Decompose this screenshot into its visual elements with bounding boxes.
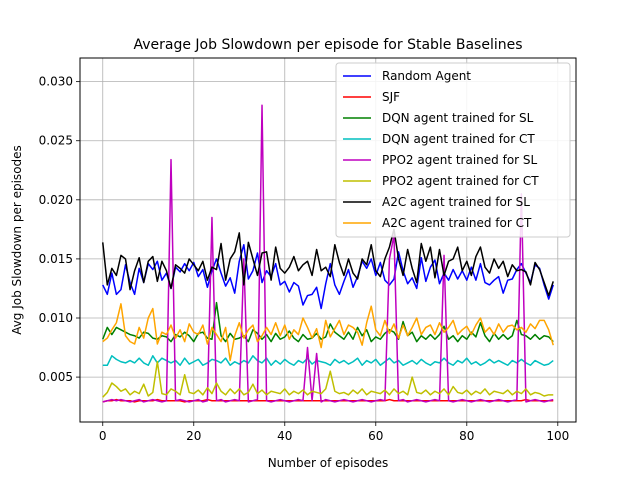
y-tick-label: 0.020 [39, 193, 73, 207]
legend-label: A2C agent trained for CT [382, 216, 532, 230]
x-axis-title: Number of episodes [268, 456, 389, 470]
series-line-3 [102, 301, 554, 343]
y-tick-label: 0.015 [39, 252, 73, 266]
x-tick-label: 0 [99, 429, 107, 443]
y-tick-label: 0.025 [39, 134, 73, 148]
y-axis-title: Avg Job Slowdown per episodes [10, 145, 24, 335]
legend-label: PPO2 agent trained for CT [382, 174, 539, 188]
plot-frame [79, 57, 577, 423]
legend-label: DQN agent trained for SL [382, 111, 534, 125]
y-tick-label: 0.010 [39, 311, 73, 325]
legend-box [335, 62, 571, 238]
series-line-7 [102, 228, 554, 297]
series-line-5 [102, 104, 554, 403]
series-line-1 [102, 243, 554, 310]
x-tick-label: 60 [368, 429, 383, 443]
series-line-8 [102, 303, 554, 362]
x-tick-label: 40 [277, 429, 292, 443]
legend-label: SJF [382, 90, 400, 104]
y-tick-label: 0.005 [39, 370, 73, 384]
y-tick-label: 0.030 [39, 75, 73, 89]
legend-label: Random Agent [382, 69, 471, 83]
x-tick-label: 100 [546, 429, 569, 443]
x-tick-label: 20 [186, 429, 201, 443]
legend-label: PPO2 agent trained for SL [382, 153, 538, 167]
x-tick-label: 80 [459, 429, 474, 443]
series-lines [102, 104, 554, 403]
series-line-4 [102, 355, 554, 367]
legend-label: A2C agent trained for SL [382, 195, 530, 209]
legend: Random Agent SJF DQN agent trained for SL D… [335, 62, 571, 238]
axis-ticks: 0 20 40 60 80 100 0.005 0.010 0.015 0.020 0.025 0.0… [39, 75, 570, 443]
legend-label: DQN agent trained for CT [382, 132, 535, 146]
chart-title: Average Job Slowdown per episode for Sta… [133, 37, 522, 53]
series-line-6 [102, 360, 554, 398]
